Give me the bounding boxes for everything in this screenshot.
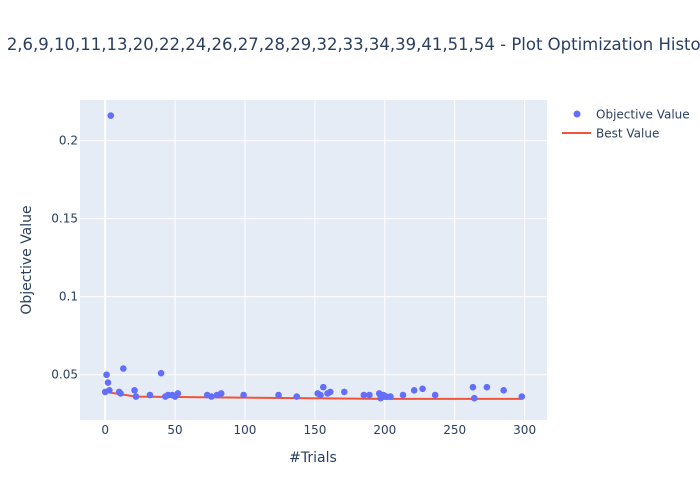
objective-value-point[interactable]: [518, 393, 526, 400]
objective-value-point[interactable]: [470, 394, 478, 402]
legend-marker-icon: [573, 110, 581, 118]
objective-value-point[interactable]: [340, 388, 348, 396]
legend-item-objective-value[interactable]: Objective Value: [573, 108, 690, 122]
x-axis-label: #Trials: [289, 450, 337, 466]
objective-value-point[interactable]: [317, 391, 324, 399]
x-tick-label: 0: [101, 423, 109, 437]
objective-value-point[interactable]: [132, 393, 140, 400]
objective-value-point[interactable]: [240, 391, 247, 399]
objective-value-point[interactable]: [157, 369, 165, 377]
objective-value-point[interactable]: [104, 379, 112, 386]
legend-label-best-value: Best Value: [596, 127, 659, 141]
objective-value-point[interactable]: [366, 391, 373, 399]
objective-value-point[interactable]: [146, 391, 154, 399]
chart-title: 2,6,9,10,11,13,20,22,24,26,27,28,29,32,3…: [7, 35, 700, 54]
objective-value-point[interactable]: [399, 391, 407, 399]
y-tick-label: 0.1: [59, 290, 78, 304]
objective-value-point[interactable]: [174, 390, 182, 397]
x-tick-label: 200: [373, 423, 396, 437]
objective-value-point[interactable]: [410, 387, 418, 394]
legend: Objective Value Best Value: [562, 108, 690, 141]
x-tick-label: 150: [303, 423, 326, 437]
plot-area: [80, 100, 547, 420]
objective-value-point[interactable]: [106, 387, 113, 394]
y-tick-label: 0.15: [51, 212, 78, 226]
objective-value-point[interactable]: [293, 393, 301, 400]
x-tick-label: 100: [234, 423, 257, 437]
marker-series-layer: [101, 112, 526, 402]
objective-value-point[interactable]: [103, 371, 110, 379]
y-tick-label: 0.2: [59, 134, 78, 148]
y-axis-label: Objective Value: [19, 205, 35, 314]
objective-value-point[interactable]: [419, 385, 426, 393]
objective-value-point[interactable]: [469, 383, 477, 391]
objective-value-point[interactable]: [431, 391, 439, 399]
objective-value-point[interactable]: [208, 393, 215, 400]
objective-value-point[interactable]: [275, 391, 282, 399]
objective-value-point[interactable]: [131, 387, 138, 394]
objective-value-point[interactable]: [326, 388, 334, 396]
objective-value-point[interactable]: [483, 383, 491, 391]
objective-value-point[interactable]: [360, 391, 368, 399]
legend-item-best-value[interactable]: Best Value: [562, 127, 659, 141]
legend-label-objective-value: Objective Value: [596, 108, 690, 122]
objective-value-point[interactable]: [107, 112, 115, 119]
x-tick-label: 250: [443, 423, 466, 437]
grid-lines: [80, 100, 547, 420]
objective-value-point[interactable]: [387, 393, 394, 400]
objective-value-point[interactable]: [117, 390, 124, 397]
objective-value-point[interactable]: [319, 383, 327, 391]
y-tick-label: 0.05: [51, 368, 78, 382]
objective-value-point[interactable]: [120, 365, 127, 372]
x-tick-label: 300: [513, 423, 536, 437]
axis-ticks: 0 50 100 150 200 250 300 0.05 0.1 0.15 0.2: [51, 134, 536, 437]
x-tick-label: 50: [167, 423, 182, 437]
objective-value-point[interactable]: [217, 390, 225, 397]
objective-value-point[interactable]: [500, 387, 507, 394]
